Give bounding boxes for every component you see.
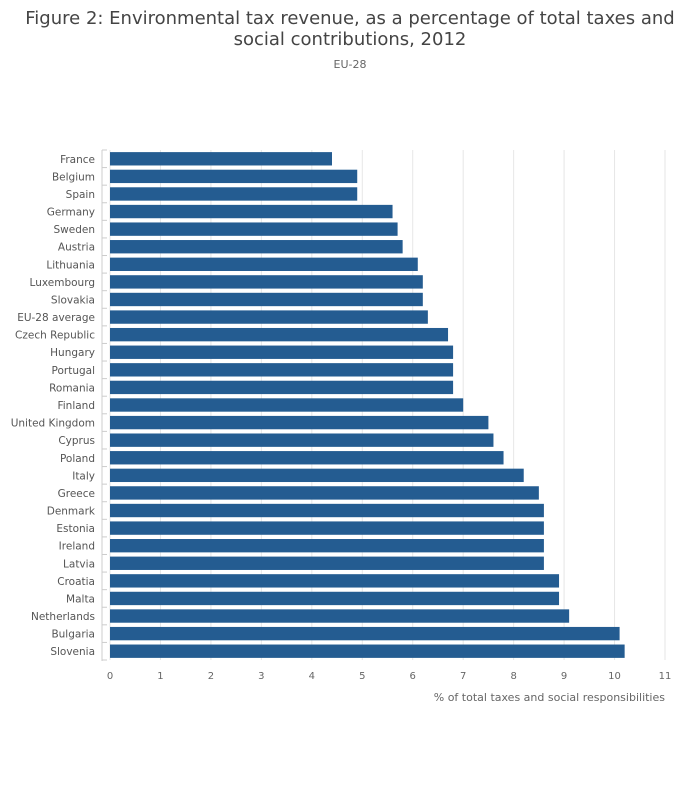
bar — [110, 187, 358, 201]
x-tick-label: 10 — [608, 671, 621, 682]
category-label: Ireland — [59, 541, 95, 553]
category-label: Italy — [72, 470, 95, 482]
bar — [110, 468, 524, 483]
bar — [110, 310, 428, 324]
chart-subtitle: EU-28 — [333, 58, 367, 71]
bar — [110, 275, 423, 289]
bars — [110, 152, 625, 658]
x-tick-label: 1 — [157, 671, 163, 682]
x-tick-label: 4 — [309, 671, 315, 682]
bar — [110, 609, 570, 623]
x-tick-label: 8 — [510, 671, 516, 682]
bar — [110, 380, 454, 395]
bar — [110, 521, 544, 535]
bar — [110, 503, 544, 518]
category-label: Spain — [66, 189, 95, 201]
bar — [110, 222, 398, 236]
category-label: Bulgaria — [51, 629, 95, 641]
x-axis-label: % of total taxes and social responsibili… — [434, 691, 666, 704]
category-label: France — [60, 154, 95, 166]
category-label: Luxembourg — [30, 277, 95, 289]
bar — [110, 574, 560, 588]
category-label: Romania — [49, 382, 95, 394]
category-label: Belgium — [52, 171, 95, 183]
category-label: Germany — [47, 207, 95, 219]
bar — [110, 292, 423, 307]
bar — [110, 451, 504, 465]
category-label: Estonia — [56, 523, 95, 535]
chart-title: Figure 2: Environmental tax revenue, as … — [25, 8, 675, 50]
bar — [110, 152, 332, 166]
category-label: Austria — [58, 242, 95, 254]
category-label: Latvia — [63, 558, 95, 570]
x-tick-label: 9 — [561, 671, 567, 682]
category-label: EU-28 average — [17, 312, 95, 324]
bar — [110, 486, 539, 500]
bar — [110, 644, 625, 658]
category-label: Greece — [58, 488, 95, 500]
category-label: Finland — [57, 400, 95, 412]
category-label: Lithuania — [46, 259, 95, 271]
category-label: Cyprus — [58, 435, 95, 447]
bar — [110, 327, 449, 342]
x-axis-ticks: 0 1 2 3 4 5 6 7 8 9 10 11 — [107, 671, 672, 682]
category-label: Denmark — [47, 506, 96, 518]
x-tick-label: 11 — [659, 671, 672, 682]
x-tick-label: 3 — [258, 671, 264, 682]
x-tick-label: 0 — [107, 671, 113, 682]
category-label: Slovenia — [50, 646, 95, 658]
bar — [110, 539, 544, 553]
bar — [110, 556, 544, 570]
bar — [110, 626, 620, 641]
category-label: Hungary — [50, 347, 95, 359]
category-label: Netherlands — [31, 611, 95, 623]
bar — [110, 204, 393, 219]
bar — [110, 257, 418, 271]
bar — [110, 363, 454, 377]
x-tick-label: 7 — [460, 671, 466, 682]
category-label: Slovakia — [51, 294, 95, 306]
category-label: Croatia — [57, 576, 95, 588]
category-label: Portugal — [52, 365, 96, 377]
bar — [110, 415, 489, 430]
category-label: Sweden — [54, 224, 96, 236]
x-tick-label: 5 — [359, 671, 365, 682]
category-label: Malta — [66, 593, 95, 605]
category-label: Czech Republic — [15, 330, 95, 342]
category-label: Poland — [60, 453, 95, 465]
bar — [110, 169, 358, 184]
x-tick-label: 2 — [208, 671, 214, 682]
bar — [110, 398, 464, 412]
bar — [110, 240, 403, 254]
bar — [110, 433, 494, 447]
bar — [110, 591, 560, 606]
category-labels: France Belgium Spain Germany Sweden Austria Li… — [11, 154, 96, 658]
x-tick-label: 6 — [410, 671, 416, 682]
bar — [110, 345, 454, 359]
category-label: United Kingdom — [11, 418, 95, 430]
